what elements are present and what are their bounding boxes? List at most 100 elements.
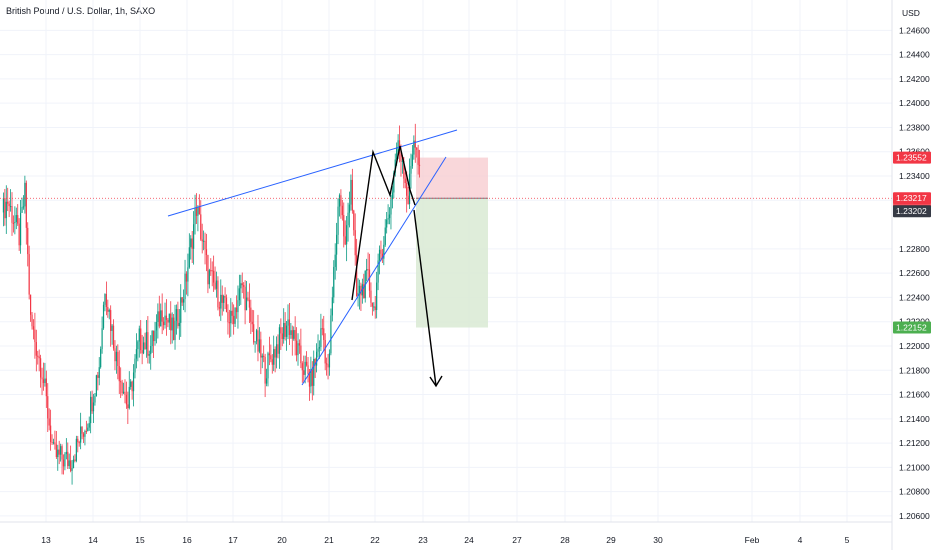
candle-body (187, 267, 189, 282)
candle-body (307, 365, 309, 374)
candle-body (228, 322, 230, 324)
y-tick-label: 1.21200 (899, 438, 930, 448)
candle-body (175, 309, 178, 321)
candle-body (244, 286, 246, 311)
candle-body (413, 140, 415, 155)
candle-body (112, 325, 115, 349)
candle-body (247, 297, 249, 300)
candle-body (100, 349, 102, 368)
candle-body (64, 454, 66, 467)
candle-body (98, 367, 100, 378)
candle-body (281, 333, 283, 340)
candle-body (295, 340, 298, 356)
candle-body (47, 396, 49, 419)
candle-body (24, 182, 26, 207)
candle-body (341, 205, 343, 216)
candle-body (14, 222, 16, 224)
candle-body (261, 355, 263, 358)
candle-body (95, 375, 97, 396)
candle-body (416, 147, 418, 150)
candle-body (183, 299, 185, 303)
candle-body (271, 359, 273, 365)
candle-body (340, 195, 342, 206)
candle-body (21, 207, 23, 213)
projection-arrowhead (429, 375, 443, 388)
candle-body (94, 395, 96, 403)
candle-body (62, 459, 65, 467)
candle-body (268, 353, 271, 356)
candle-body (22, 206, 25, 208)
candle-body (308, 373, 311, 387)
candle-body (407, 195, 409, 205)
candle-body (7, 201, 9, 204)
candle-body (198, 206, 200, 215)
candle-body (132, 372, 135, 392)
candle-body (77, 438, 79, 443)
candle-body (184, 273, 186, 300)
candle-body (373, 306, 375, 308)
candle-body (27, 227, 29, 255)
y-tick-label: 1.24400 (899, 50, 930, 60)
candle-body (137, 341, 139, 350)
candle-body (374, 306, 376, 310)
candle-body (105, 294, 107, 307)
candle-body (162, 321, 165, 326)
candle-body (84, 430, 86, 437)
drawings[interactable] (0, 129, 892, 388)
currency-label[interactable]: USD (902, 8, 920, 18)
channel-lower-line (301, 156, 447, 386)
candle-body (180, 297, 182, 323)
candle-body (287, 319, 289, 326)
candle-body (122, 391, 125, 394)
candle-body (294, 330, 296, 341)
candle-body (188, 247, 190, 268)
candle-body (336, 234, 338, 255)
y-tick-label: 1.22400 (899, 292, 930, 302)
candle-body (250, 307, 252, 322)
candle-body (134, 358, 136, 373)
candle-body (107, 306, 109, 312)
candles (2, 123, 421, 485)
candle-body (245, 297, 248, 311)
candle-body (334, 254, 336, 267)
candle-body (401, 160, 403, 162)
candle-body (333, 266, 335, 298)
candle-body (328, 353, 331, 368)
candle-body (102, 304, 105, 329)
candle-body (81, 426, 83, 434)
candle-body (4, 198, 6, 219)
candle-body (44, 378, 46, 384)
candle-body (285, 325, 288, 337)
candle-body (151, 330, 153, 347)
candle-body (141, 350, 143, 354)
candle-body (387, 218, 389, 220)
candle-body (384, 227, 386, 245)
candle-body (168, 313, 170, 323)
candle-body (320, 328, 322, 348)
current-price-badge (893, 192, 931, 205)
candle-body (380, 249, 382, 254)
candle-body (253, 324, 255, 343)
x-tick-label: 29 (606, 535, 616, 545)
candle-body (257, 330, 259, 352)
x-tick-label: 15 (135, 535, 145, 545)
candle-body (303, 370, 305, 375)
candle-body (414, 140, 416, 148)
x-tick-label: 4 (798, 535, 803, 545)
candle-body (125, 394, 128, 405)
candle-body (17, 215, 19, 224)
y-tick-label: 1.20800 (899, 487, 930, 497)
position-zones[interactable] (416, 157, 488, 328)
candle-body (348, 204, 351, 213)
candle-body (11, 206, 13, 223)
candle-body (231, 310, 233, 316)
candle-body (120, 381, 122, 383)
candle-body (220, 294, 222, 309)
y-tick-label: 1.24000 (899, 98, 930, 108)
candle-body (310, 369, 312, 387)
candle-body (88, 423, 90, 428)
candle-body (314, 358, 316, 366)
candle-body (360, 285, 362, 296)
